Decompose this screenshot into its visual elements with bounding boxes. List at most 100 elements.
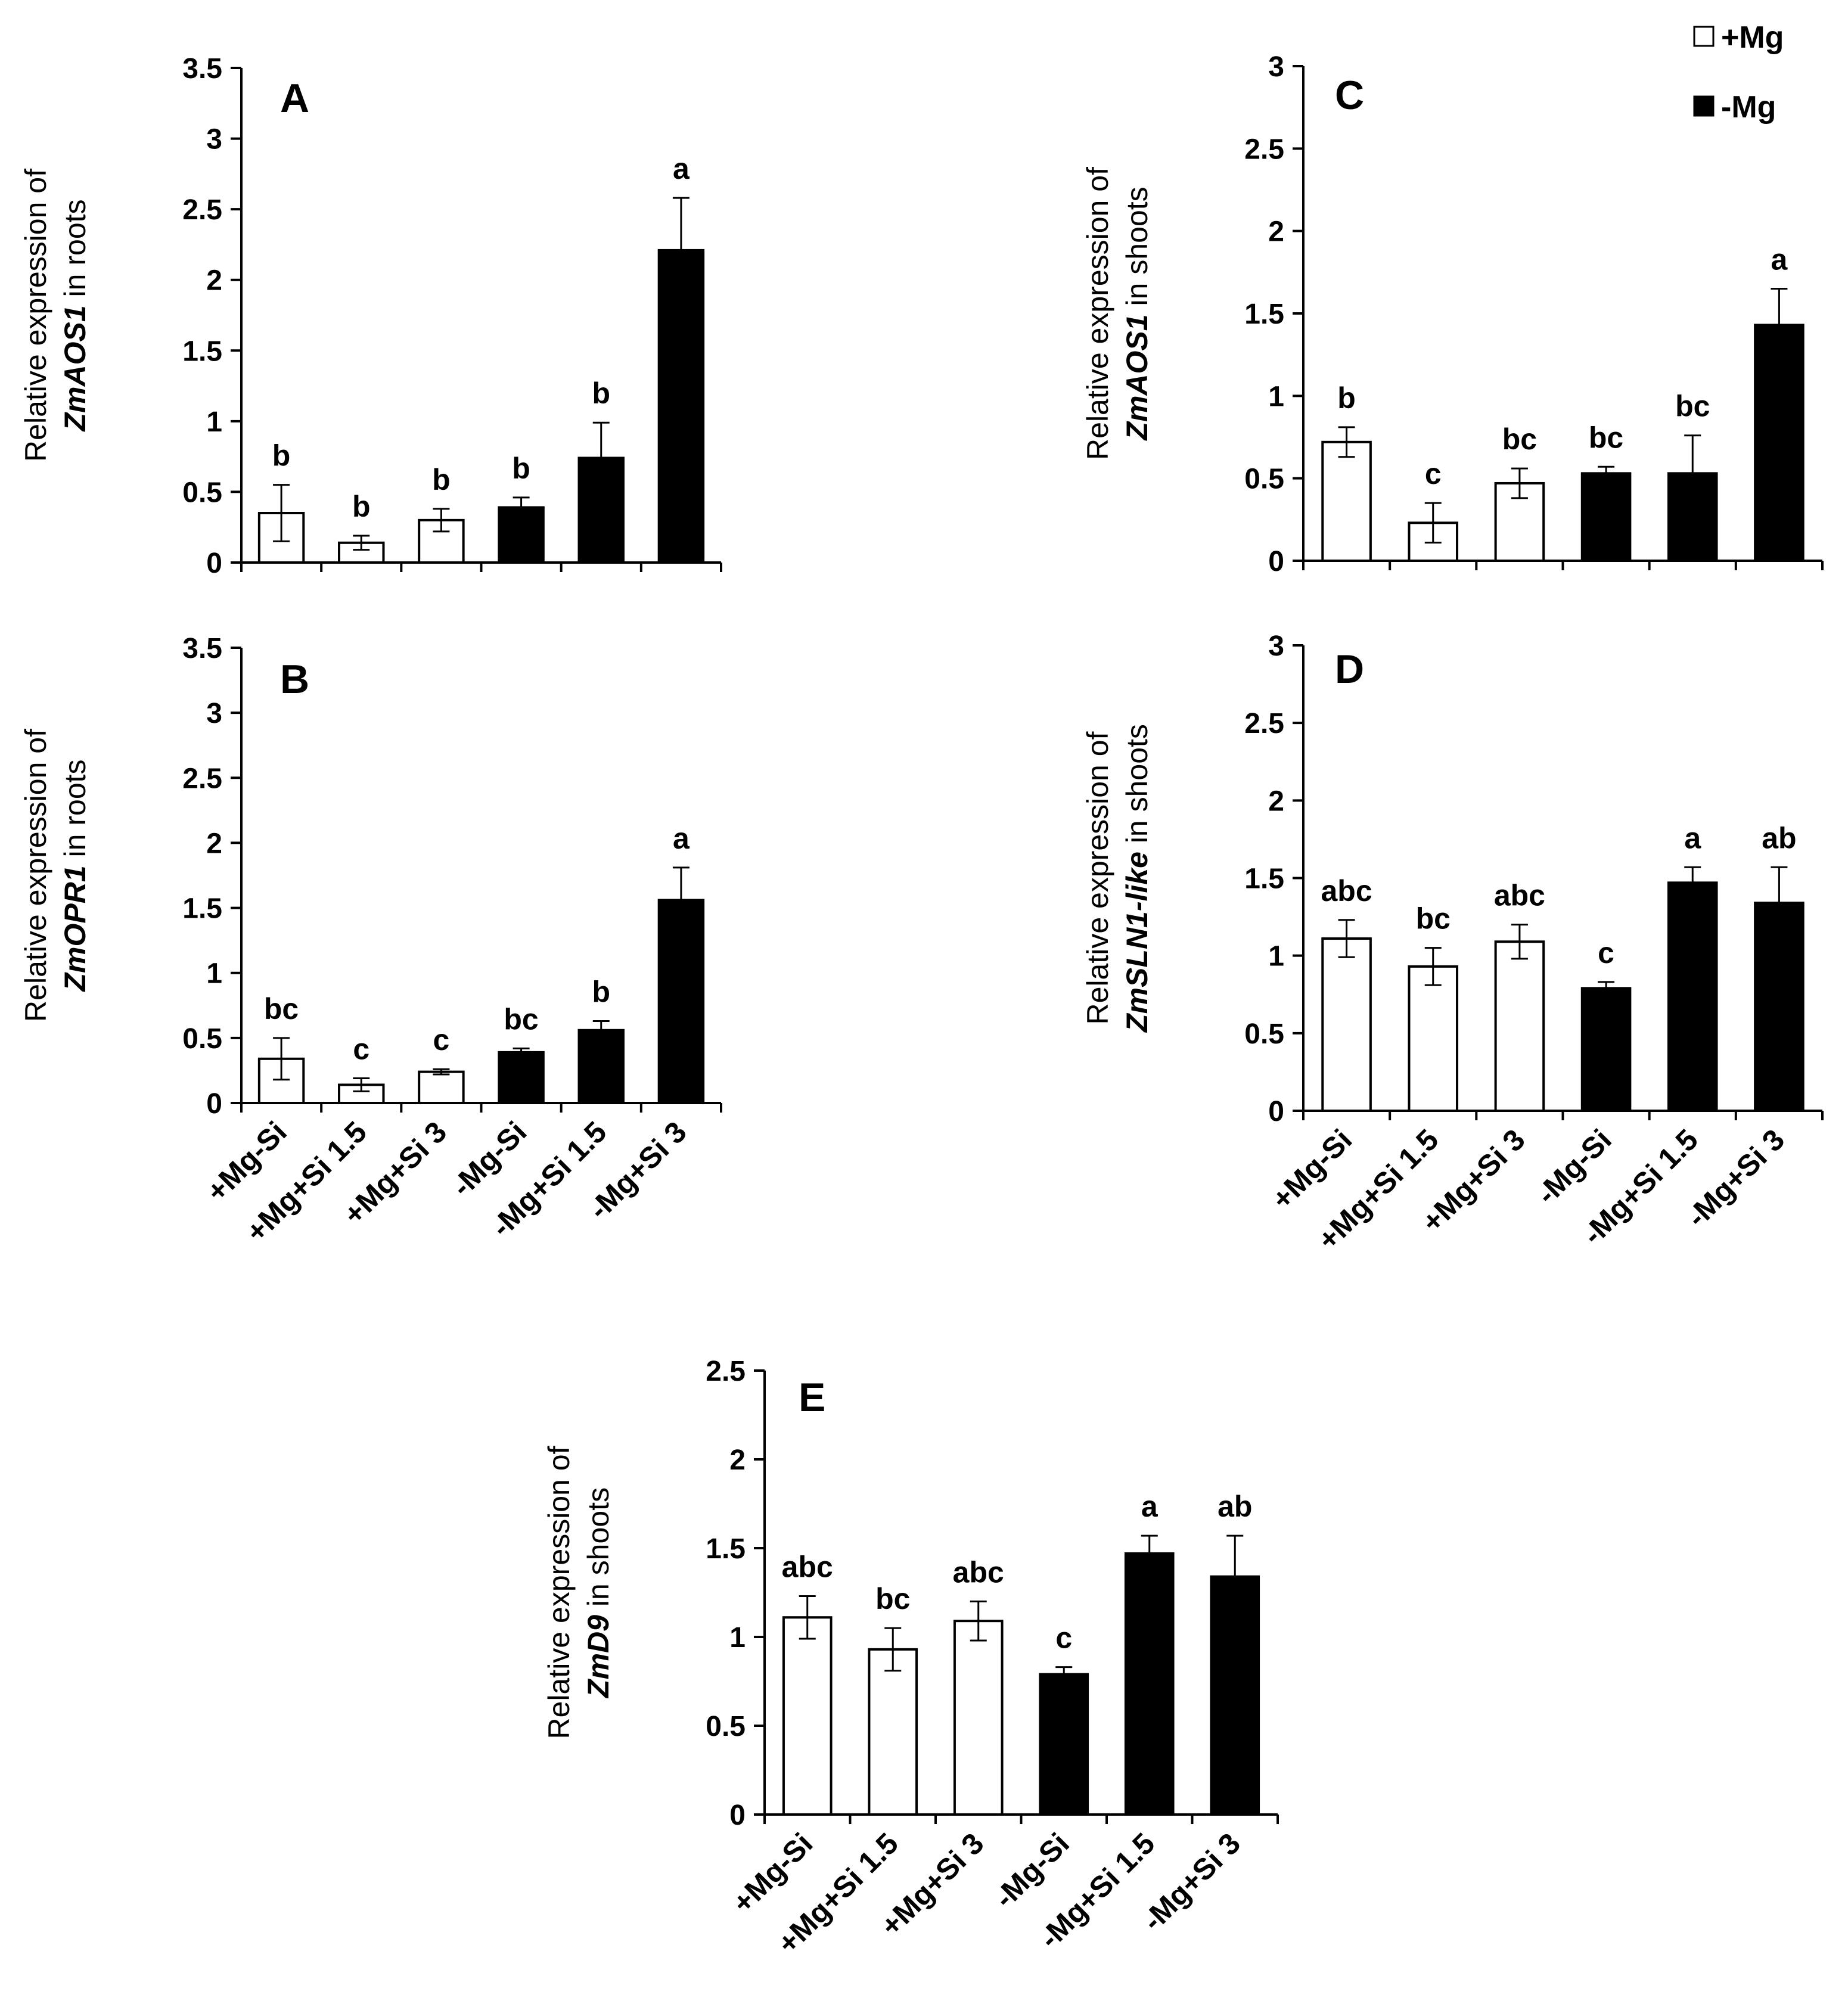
error-bar (1226, 1534, 1244, 1618)
error-bar (433, 1068, 450, 1076)
error-bar (353, 1077, 370, 1092)
y-axis-label-line2: ZmSLN1-like in shoots (1120, 724, 1154, 1033)
significance-letter: a (1684, 821, 1701, 855)
error-bar (353, 535, 370, 551)
bar (953, 1620, 1004, 1816)
significance-letter: bc (1416, 902, 1451, 936)
tissue-text: in roots (58, 759, 92, 865)
panel-label-e: E (799, 1375, 825, 1420)
bar (657, 899, 705, 1104)
y-tick-label: 1 (1268, 941, 1284, 973)
error-bar (1771, 288, 1788, 362)
significance-letter: a (1141, 1490, 1159, 1523)
significance-letter: c (353, 1033, 369, 1066)
significance-letter: c (433, 1023, 450, 1057)
bar (1754, 902, 1804, 1112)
y-axis-label-line1: Relative expression of (19, 729, 52, 1022)
error-bar (799, 1595, 816, 1640)
y-tick-label: 3 (1268, 51, 1284, 83)
gene-name: ZmAOS1 (58, 305, 92, 432)
gene-name: ZmD9 (582, 1615, 615, 1699)
y-tick-label: 2.5 (1244, 708, 1284, 740)
y-tick-label: 1 (1268, 381, 1284, 412)
significance-letter: bc (504, 1002, 538, 1036)
legend-label-minus-mg: -Mg (1721, 90, 1776, 125)
gene-name: ZmOPR1 (58, 865, 92, 992)
y-tick-label: 1 (729, 1622, 746, 1654)
y-tick-label: 0 (1268, 1096, 1284, 1127)
y-tick-label: 0.5 (706, 1711, 746, 1742)
significance-letter: bc (1589, 421, 1623, 454)
significance-letter: abc (1494, 879, 1545, 912)
tissue-text: in roots (58, 199, 92, 305)
significance-letter: a (673, 822, 690, 855)
y-tick-label: 0 (206, 548, 222, 579)
y-tick-label: 0 (206, 1088, 222, 1120)
y-tick-label: 0.5 (1244, 464, 1284, 495)
bar (1039, 1673, 1089, 1816)
bar (1667, 881, 1718, 1113)
error-bar (1338, 919, 1355, 958)
significance-letter: c (1425, 457, 1442, 490)
y-tick-label: 2.5 (706, 1356, 746, 1387)
tissue-text: in shoots (1120, 187, 1154, 314)
y-tick-label: 0 (729, 1800, 746, 1831)
y-tick-label: 1 (206, 406, 222, 438)
y-axis-label-line2: ZmAOS1 in shoots (1120, 187, 1154, 441)
significance-letter: bc (264, 992, 299, 1026)
y-tick-label: 0 (1268, 546, 1284, 577)
error-bar (1684, 434, 1701, 512)
error-bar (1424, 947, 1442, 986)
error-bar (1424, 502, 1442, 544)
error-bar (592, 421, 610, 495)
error-bar (1598, 981, 1615, 996)
y-tick-label: 2.5 (182, 194, 222, 226)
significance-letter: ab (1217, 1490, 1252, 1523)
error-bar (273, 484, 290, 542)
legend-label-plus-mg: +Mg (1721, 20, 1784, 55)
significance-letter: a (1771, 243, 1788, 276)
significance-letter: c (1598, 936, 1614, 970)
panel-label-c: C (1335, 73, 1364, 118)
bar (1754, 324, 1804, 562)
y-tick-label: 1.5 (182, 893, 222, 925)
bar (1124, 1552, 1175, 1816)
significance-letter: b (272, 439, 291, 473)
panel-label-a: A (280, 76, 309, 121)
bar (782, 1616, 833, 1816)
legend-swatch-plus-mg (1693, 26, 1715, 47)
error-bar (1684, 866, 1701, 899)
significance-letter: b (512, 452, 530, 485)
y-tick-label: 2 (206, 265, 222, 297)
significance-letter: abc (1321, 874, 1372, 908)
bar (498, 1051, 545, 1104)
error-bar (1055, 1666, 1073, 1682)
y-tick-label: 1 (206, 958, 222, 990)
y-axis-label-line1: Relative expression of (1081, 731, 1114, 1024)
y-axis-label-line1: Relative expression of (542, 1446, 576, 1739)
significance-letter: ab (1762, 821, 1796, 855)
y-tick-label: 1.5 (1244, 299, 1284, 330)
y-tick-label: 1.5 (706, 1533, 746, 1565)
y-tick-label: 3 (1268, 630, 1284, 662)
significance-letter: b (432, 463, 451, 496)
error-bar (513, 1047, 530, 1057)
error-bar (1771, 866, 1788, 940)
y-tick-label: 2.5 (182, 763, 222, 794)
legend: +Mg -Mg (1693, 20, 1784, 125)
y-tick-label: 0.5 (182, 1023, 222, 1055)
significance-letter: b (592, 975, 610, 1008)
significance-letter: b (592, 377, 610, 410)
error-bar (970, 1600, 987, 1642)
y-tick-label: 0.5 (182, 477, 222, 508)
tissue-text: in shoots (582, 1487, 615, 1615)
significance-letter: bc (1502, 422, 1537, 456)
y-axis-label-line1: Relative expression of (19, 169, 52, 462)
y-tick-label: 2.5 (1244, 133, 1284, 165)
error-bar (1598, 465, 1615, 481)
gene-name: ZmSLN1-like (1120, 852, 1154, 1033)
y-tick-label: 3 (206, 124, 222, 156)
panel-label-d: D (1335, 647, 1364, 692)
gene-name: ZmAOS1 (1120, 314, 1154, 441)
